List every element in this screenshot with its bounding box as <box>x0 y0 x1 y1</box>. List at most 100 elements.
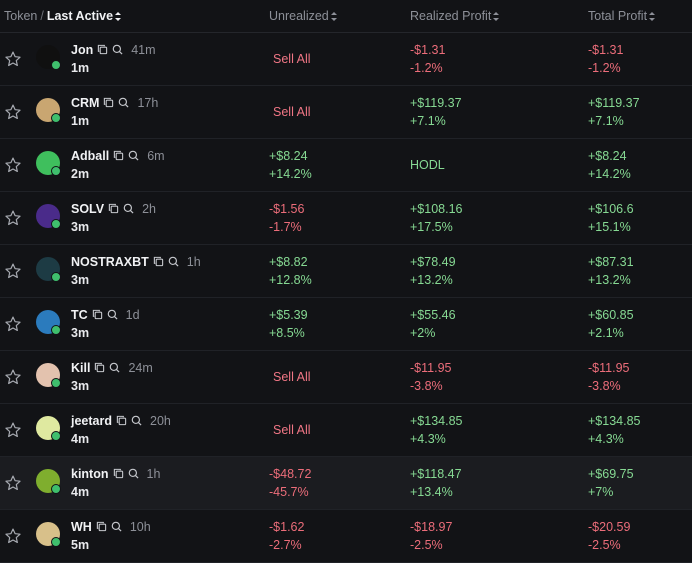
header-total-sort[interactable]: Total Profit <box>588 9 656 23</box>
token-age: 10h <box>129 520 151 534</box>
star-icon[interactable] <box>4 368 22 386</box>
table-row[interactable]: NOSTRAXBT 1h 3m +$8.82 +12.8% +$78.49 +13.2% +$… <box>0 245 692 298</box>
table-row[interactable]: CRM 17h 1m Sell All +$119.37 +7.1% +$119.37 +7.… <box>0 86 692 139</box>
table-row[interactable]: TC 1d 3m +$5.39 +8.5% +$55.46 +2% +$60.85 +2.1% <box>0 298 692 351</box>
search-icon[interactable] <box>168 256 179 267</box>
search-icon[interactable] <box>131 415 142 426</box>
header-total[interactable]: Total Profit <box>588 9 648 23</box>
avatar[interactable] <box>36 204 62 230</box>
unrealized-amount: -$1.56 <box>269 202 305 216</box>
header-realized[interactable]: Realized Profit <box>410 9 492 23</box>
table-row[interactable]: jeetard 20h 4m Sell All +$134.85 +4.3% +$134.8… <box>0 404 692 457</box>
copy-icon[interactable] <box>108 203 119 214</box>
token-symbol[interactable]: NOSTRAXBT <box>71 255 149 269</box>
token-symbol[interactable]: kinton <box>71 467 109 481</box>
table-row[interactable]: kinton 1h 4m -$48.72 -45.7% +$118.47 +13.4% +$6… <box>0 457 692 510</box>
table-row[interactable]: Jon 41m 1m Sell All -$1.31 -1.2% -$1.31 -1.2% <box>0 33 692 86</box>
search-icon[interactable] <box>128 150 139 161</box>
token-name-line: TC 1d <box>71 308 140 322</box>
platform-badge-icon <box>51 272 61 282</box>
table-row[interactable]: Kill 24m 3m Sell All -$11.95 -3.8% -$11.95 -3.8… <box>0 351 692 404</box>
platform-badge-icon <box>51 166 61 176</box>
avatar[interactable] <box>36 416 62 442</box>
copy-icon[interactable] <box>96 521 107 532</box>
unrealized-percent: +12.8% <box>269 273 312 287</box>
search-icon[interactable] <box>128 468 139 479</box>
total-amount: -$20.59 <box>588 520 631 534</box>
token-symbol[interactable]: SOLV <box>71 202 105 216</box>
sell-all-button[interactable]: Sell All <box>273 52 311 66</box>
token-name-line: Adball 6m <box>71 149 165 163</box>
avatar[interactable] <box>36 257 62 283</box>
total-amount: +$69.75 <box>588 467 634 481</box>
token-symbol[interactable]: WH <box>71 520 92 534</box>
sell-all-button[interactable]: Sell All <box>273 105 311 119</box>
star-icon[interactable] <box>4 209 22 227</box>
sort-icon[interactable] <box>330 12 337 21</box>
sort-icon[interactable] <box>649 12 656 21</box>
copy-icon[interactable] <box>116 415 127 426</box>
total-percent: +4.3% <box>588 432 624 446</box>
table-row[interactable]: SOLV 2h 3m -$1.56 -1.7% +$108.16 +17.5% +$106.6… <box>0 192 692 245</box>
total-percent: +14.2% <box>588 167 631 181</box>
search-icon[interactable] <box>112 44 123 55</box>
copy-icon[interactable] <box>97 44 108 55</box>
header-token[interactable]: Token <box>4 9 38 23</box>
star-icon[interactable] <box>4 421 22 439</box>
avatar[interactable] <box>36 310 62 336</box>
avatar[interactable] <box>36 522 62 548</box>
copy-icon[interactable] <box>92 309 103 320</box>
token-age: 20h <box>150 414 171 428</box>
table-row[interactable]: WH 10h 5m -$1.62 -2.7% -$18.97 -2.5% -$20.59 -2.… <box>0 510 692 563</box>
platform-badge-icon <box>51 113 61 123</box>
total-percent: +13.2% <box>588 273 631 287</box>
avatar[interactable] <box>36 98 62 124</box>
sort-icon[interactable] <box>115 12 122 21</box>
copy-icon[interactable] <box>103 97 114 108</box>
avatar[interactable] <box>36 469 62 495</box>
unrealized-amount: +$8.82 <box>269 255 308 269</box>
search-icon[interactable] <box>107 309 118 320</box>
total-percent: -1.2% <box>588 61 621 75</box>
token-symbol[interactable]: TC <box>71 308 88 322</box>
search-icon[interactable] <box>109 362 120 373</box>
star-icon[interactable] <box>4 103 22 121</box>
search-icon[interactable] <box>111 521 122 532</box>
token-symbol[interactable]: Adball <box>71 149 110 163</box>
last-active-time: 3m <box>71 220 90 234</box>
header-realized-sort[interactable]: Realized Profit <box>410 9 500 23</box>
copy-icon[interactable] <box>113 150 124 161</box>
avatar[interactable] <box>36 151 62 177</box>
header-last-active[interactable]: Last Active <box>46 9 114 23</box>
platform-badge-icon <box>51 431 61 441</box>
token-age: 24m <box>128 361 153 375</box>
copy-icon[interactable] <box>153 256 164 267</box>
token-age: 1d <box>125 308 140 322</box>
token-symbol[interactable]: Jon <box>71 43 94 57</box>
token-symbol[interactable]: Kill <box>71 361 91 375</box>
sort-icon[interactable] <box>493 12 500 21</box>
star-icon[interactable] <box>4 527 22 545</box>
copy-icon[interactable] <box>113 468 124 479</box>
platform-badge-icon <box>51 60 61 70</box>
sell-all-button[interactable]: Sell All <box>273 370 311 384</box>
copy-icon[interactable] <box>94 362 105 373</box>
avatar[interactable] <box>36 45 62 71</box>
header-unrealized[interactable]: Unrealized <box>269 9 329 23</box>
token-symbol[interactable]: jeetard <box>71 414 112 428</box>
header-token-sort[interactable]: Token / Last Active <box>4 9 122 23</box>
star-icon[interactable] <box>4 50 22 68</box>
header-unrealized-sort[interactable]: Unrealized <box>269 9 337 23</box>
star-icon[interactable] <box>4 315 22 333</box>
avatar[interactable] <box>36 363 62 389</box>
last-active-time: 5m <box>71 538 90 552</box>
sell-all-button[interactable]: Sell All <box>273 423 311 437</box>
search-icon[interactable] <box>118 97 129 108</box>
star-icon[interactable] <box>4 474 22 492</box>
token-symbol[interactable]: CRM <box>71 96 100 110</box>
star-icon[interactable] <box>4 156 22 174</box>
realized-amount: +$119.37 <box>410 96 462 110</box>
search-icon[interactable] <box>123 203 134 214</box>
table-row[interactable]: Adball 6m 2m +$8.24 +14.2% HODL +$8.24 +14.2% <box>0 139 692 192</box>
star-icon[interactable] <box>4 262 22 280</box>
